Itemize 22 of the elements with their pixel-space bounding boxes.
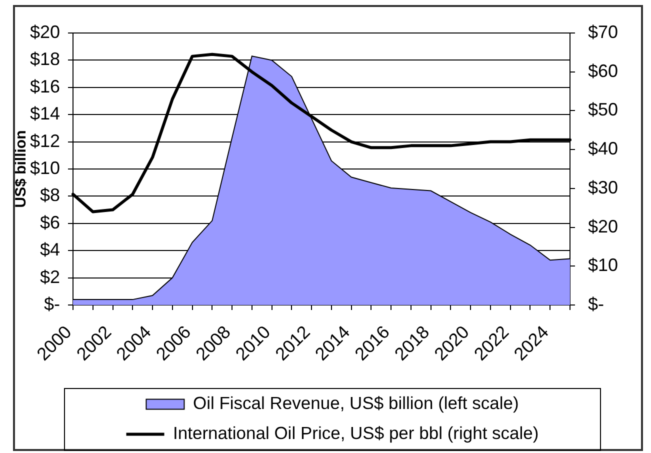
y-tick-label: $18 [30, 49, 60, 70]
y-tick-label: $2 [40, 266, 60, 287]
y-tick-label: $12 [30, 130, 60, 151]
y2-tick-label: $40 [588, 138, 618, 159]
legend-label: Oil Fiscal Revenue, US$ billion (left scale) [192, 393, 519, 414]
y-tick-label: $20 [30, 22, 60, 42]
y-tick-label: $4 [40, 240, 60, 260]
y2-tick-label: $50 [588, 100, 618, 120]
y-tick-label: $6 [40, 212, 60, 232]
y-tick-label: $8 [40, 185, 60, 206]
y-tick-label: $16 [30, 76, 60, 96]
y2-tick-label: $70 [588, 22, 618, 42]
y-tick-label: $10 [30, 158, 60, 178]
legend-label: International Oil Price, US$ per bbl (right scale) [173, 423, 539, 444]
y-tick-label: $14 [30, 104, 60, 124]
y-tick-label: $- [44, 294, 60, 314]
y2-tick-label: $30 [588, 177, 618, 198]
y2-tick-label: $- [588, 294, 604, 314]
y2-tick-label: $60 [588, 60, 618, 81]
y2-tick-label: $20 [588, 216, 618, 236]
y-axis-title: US$ billion [12, 130, 30, 208]
y2-tick-label: $10 [588, 255, 618, 276]
